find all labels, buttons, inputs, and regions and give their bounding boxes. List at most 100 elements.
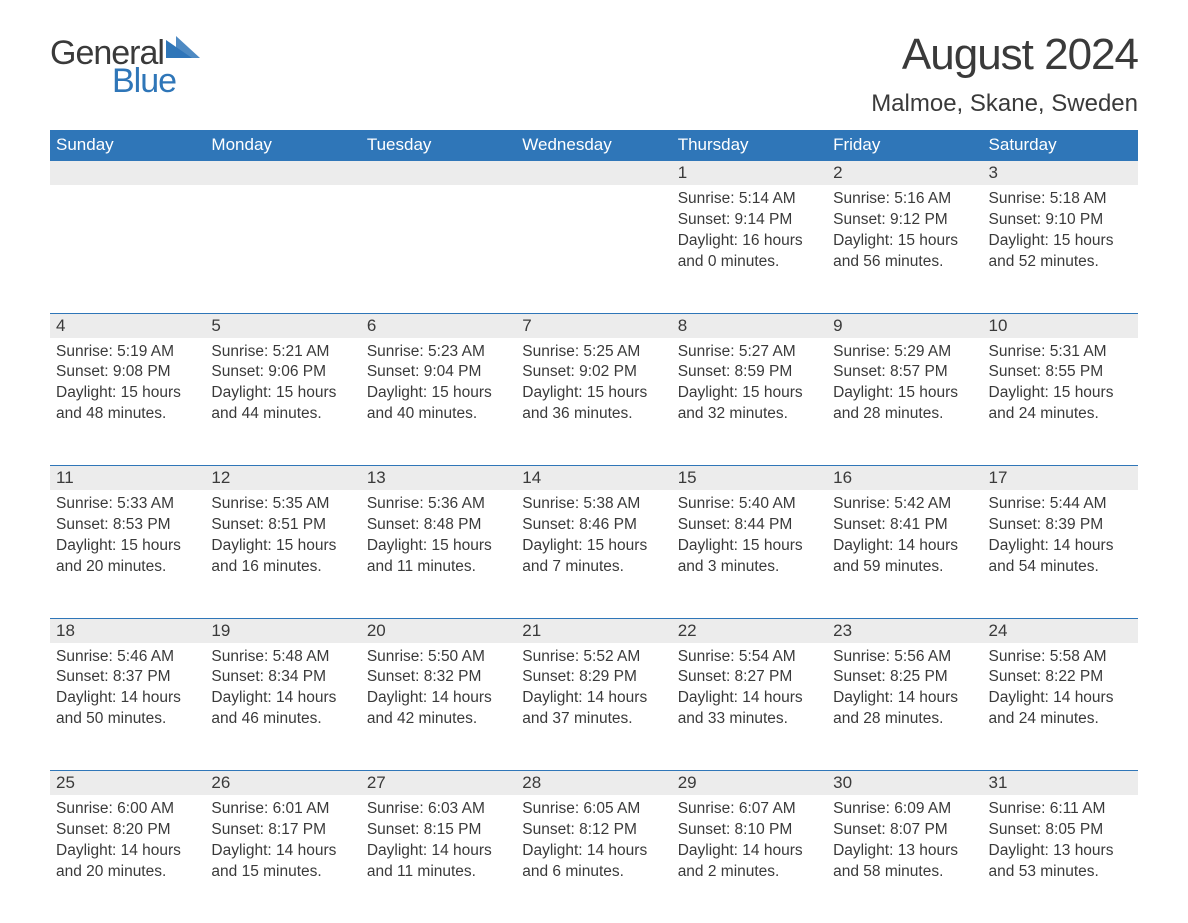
day-cell: Sunrise: 5:58 AMSunset: 8:22 PMDaylight:…: [983, 643, 1138, 771]
day-body: Sunrise: 5:23 AMSunset: 9:04 PMDaylight:…: [361, 338, 516, 436]
sunset-line: Sunset: 8:59 PM: [678, 362, 821, 383]
day-cell: Sunrise: 6:09 AMSunset: 8:07 PMDaylight:…: [827, 795, 982, 923]
day-cell: Sunrise: 5:56 AMSunset: 8:25 PMDaylight:…: [827, 643, 982, 771]
sunrise-line: Sunrise: 5:46 AM: [56, 647, 199, 668]
day-number-cell: 31: [983, 771, 1138, 796]
sunset-line: Sunset: 8:07 PM: [833, 820, 976, 841]
day-body: Sunrise: 5:35 AMSunset: 8:51 PMDaylight:…: [205, 490, 360, 588]
daylight-line: Daylight: 14 hours and 50 minutes.: [56, 688, 199, 730]
daylight-line: Daylight: 14 hours and 15 minutes.: [211, 841, 354, 883]
sunset-line: Sunset: 8:48 PM: [367, 515, 510, 536]
daylight-line: Daylight: 14 hours and 59 minutes.: [833, 536, 976, 578]
day-content-row: Sunrise: 5:14 AMSunset: 9:14 PMDaylight:…: [50, 185, 1138, 313]
day-body: Sunrise: 5:27 AMSunset: 8:59 PMDaylight:…: [672, 338, 827, 436]
sunset-line: Sunset: 8:22 PM: [989, 667, 1132, 688]
day-cell: [516, 185, 671, 313]
sunset-line: Sunset: 9:14 PM: [678, 210, 821, 231]
day-number-cell: [361, 161, 516, 186]
weekday-header: Tuesday: [361, 130, 516, 161]
day-cell: Sunrise: 6:05 AMSunset: 8:12 PMDaylight:…: [516, 795, 671, 923]
day-content-row: Sunrise: 5:46 AMSunset: 8:37 PMDaylight:…: [50, 643, 1138, 771]
page-title: August 2024: [871, 30, 1138, 80]
day-cell: Sunrise: 5:50 AMSunset: 8:32 PMDaylight:…: [361, 643, 516, 771]
day-cell: Sunrise: 5:40 AMSunset: 8:44 PMDaylight:…: [672, 490, 827, 618]
sunrise-line: Sunrise: 5:18 AM: [989, 189, 1132, 210]
sunrise-line: Sunrise: 6:11 AM: [989, 799, 1132, 820]
day-cell: Sunrise: 5:19 AMSunset: 9:08 PMDaylight:…: [50, 338, 205, 466]
sunset-line: Sunset: 8:25 PM: [833, 667, 976, 688]
daylight-line: Daylight: 14 hours and 6 minutes.: [522, 841, 665, 883]
daylight-line: Daylight: 15 hours and 40 minutes.: [367, 383, 510, 425]
daylight-line: Daylight: 15 hours and 3 minutes.: [678, 536, 821, 578]
daylight-line: Daylight: 15 hours and 48 minutes.: [56, 383, 199, 425]
day-body: Sunrise: 5:54 AMSunset: 8:27 PMDaylight:…: [672, 643, 827, 741]
day-number-cell: 17: [983, 466, 1138, 491]
day-body: Sunrise: 6:00 AMSunset: 8:20 PMDaylight:…: [50, 795, 205, 893]
day-body: Sunrise: 5:18 AMSunset: 9:10 PMDaylight:…: [983, 185, 1138, 283]
sunset-line: Sunset: 8:37 PM: [56, 667, 199, 688]
day-number-cell: 20: [361, 618, 516, 643]
day-cell: Sunrise: 5:23 AMSunset: 9:04 PMDaylight:…: [361, 338, 516, 466]
day-cell: Sunrise: 5:14 AMSunset: 9:14 PMDaylight:…: [672, 185, 827, 313]
daylight-line: Daylight: 13 hours and 58 minutes.: [833, 841, 976, 883]
day-body: Sunrise: 5:14 AMSunset: 9:14 PMDaylight:…: [672, 185, 827, 283]
weekday-header: Wednesday: [516, 130, 671, 161]
weekday-header: Monday: [205, 130, 360, 161]
day-body: Sunrise: 5:29 AMSunset: 8:57 PMDaylight:…: [827, 338, 982, 436]
sunrise-line: Sunrise: 5:40 AM: [678, 494, 821, 515]
weekday-header: Thursday: [672, 130, 827, 161]
day-content-row: Sunrise: 6:00 AMSunset: 8:20 PM Daylight:…: [50, 795, 1138, 923]
weekday-header: Friday: [827, 130, 982, 161]
sunset-line: Sunset: 9:06 PM: [211, 362, 354, 383]
sunrise-line: Sunrise: 6:00 AM: [56, 799, 199, 820]
day-body: Sunrise: 5:31 AMSunset: 8:55 PMDaylight:…: [983, 338, 1138, 436]
day-number-cell: [50, 161, 205, 186]
day-body: Sunrise: 6:03 AMSunset: 8:15 PMDaylight:…: [361, 795, 516, 893]
daylight-line: Daylight: 15 hours and 28 minutes.: [833, 383, 976, 425]
daylight-line: Daylight: 15 hours and 20 minutes.: [56, 536, 199, 578]
sunrise-line: Sunrise: 6:09 AM: [833, 799, 976, 820]
day-number-cell: 9: [827, 313, 982, 338]
day-body: Sunrise: 5:58 AMSunset: 8:22 PMDaylight:…: [983, 643, 1138, 741]
day-cell: [361, 185, 516, 313]
sunset-line: Sunset: 8:53 PM: [56, 515, 199, 536]
day-cell: Sunrise: 6:11 AMSunset: 8:05 PMDaylight:…: [983, 795, 1138, 923]
sunrise-line: Sunrise: 5:29 AM: [833, 342, 976, 363]
sunrise-line: Sunrise: 5:38 AM: [522, 494, 665, 515]
day-body: Sunrise: 5:56 AMSunset: 8:25 PMDaylight:…: [827, 643, 982, 741]
daylight-line: Daylight: 14 hours and 11 minutes.: [367, 841, 510, 883]
daynum-row: 25262728293031: [50, 771, 1138, 796]
sunset-line: Sunset: 8:20 PM: [56, 820, 199, 841]
day-body: Sunrise: 5:25 AMSunset: 9:02 PMDaylight:…: [516, 338, 671, 436]
daylight-line: Daylight: 14 hours and 2 minutes.: [678, 841, 821, 883]
sunrise-line: Sunrise: 5:33 AM: [56, 494, 199, 515]
day-body: Sunrise: 6:07 AMSunset: 8:10 PMDaylight:…: [672, 795, 827, 893]
daynum-row: 123: [50, 161, 1138, 186]
sunrise-line: Sunrise: 5:27 AM: [678, 342, 821, 363]
sunset-line: Sunset: 8:29 PM: [522, 667, 665, 688]
day-cell: Sunrise: 5:25 AMSunset: 9:02 PMDaylight:…: [516, 338, 671, 466]
sunset-line: Sunset: 8:15 PM: [367, 820, 510, 841]
sunrise-line: Sunrise: 5:54 AM: [678, 647, 821, 668]
logo: General Blue: [50, 30, 200, 98]
day-body: Sunrise: 5:50 AMSunset: 8:32 PMDaylight:…: [361, 643, 516, 741]
day-cell: Sunrise: 6:07 AMSunset: 8:10 PMDaylight:…: [672, 795, 827, 923]
sunrise-line: Sunrise: 5:25 AM: [522, 342, 665, 363]
sunrise-line: Sunrise: 5:16 AM: [833, 189, 976, 210]
day-number-cell: 1: [672, 161, 827, 186]
sunset-line: Sunset: 8:44 PM: [678, 515, 821, 536]
daylight-line: Daylight: 15 hours and 11 minutes.: [367, 536, 510, 578]
day-number-cell: 22: [672, 618, 827, 643]
daylight-line: Daylight: 15 hours and 24 minutes.: [989, 383, 1132, 425]
day-cell: Sunrise: 5:35 AMSunset: 8:51 PMDaylight:…: [205, 490, 360, 618]
sunrise-line: Sunrise: 6:01 AM: [211, 799, 354, 820]
day-cell: Sunrise: 6:01 AMSunset: 8:17 PMDaylight:…: [205, 795, 360, 923]
sunrise-line: Sunrise: 5:21 AM: [211, 342, 354, 363]
sunset-line: Sunset: 8:55 PM: [989, 362, 1132, 383]
daylight-line: Daylight: 13 hours and 53 minutes.: [989, 841, 1132, 883]
day-number-cell: 4: [50, 313, 205, 338]
day-cell: [205, 185, 360, 313]
sunset-line: Sunset: 8:39 PM: [989, 515, 1132, 536]
day-body: Sunrise: 5:16 AMSunset: 9:12 PMDaylight:…: [827, 185, 982, 283]
sunset-line: Sunset: 8:34 PM: [211, 667, 354, 688]
